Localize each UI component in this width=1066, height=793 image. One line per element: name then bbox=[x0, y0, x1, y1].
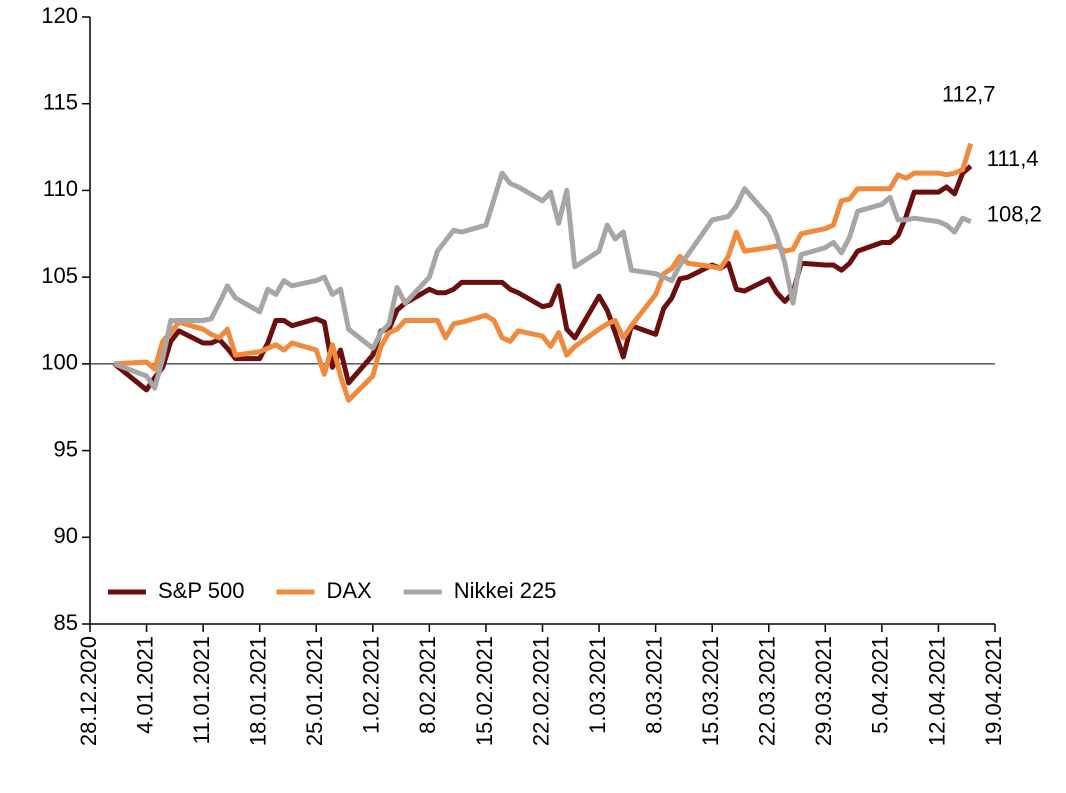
value-label: 112,7 bbox=[942, 81, 995, 106]
y-tick-label: 100 bbox=[41, 350, 78, 375]
y-tick-label: 95 bbox=[54, 436, 78, 461]
x-tick-label: 25.01.2021 bbox=[302, 636, 327, 746]
y-tick-label: 120 bbox=[41, 3, 78, 28]
x-tick-label: 8.02.2021 bbox=[415, 636, 440, 734]
y-tick-label: 85 bbox=[54, 610, 78, 635]
value-label: 108,2 bbox=[987, 201, 1042, 226]
x-tick-label: 19.04.2021 bbox=[981, 636, 1006, 746]
x-tick-label: 18.01.2021 bbox=[246, 636, 271, 746]
x-tick-label: 1.03.2021 bbox=[585, 636, 610, 734]
legend-label: DAX bbox=[326, 578, 372, 603]
x-tick-label: 22.02.2021 bbox=[528, 636, 553, 746]
x-tick-label: 22.03.2021 bbox=[755, 636, 780, 746]
y-tick-label: 90 bbox=[54, 523, 78, 548]
series-line bbox=[113, 170, 972, 391]
x-tick-label: 4.01.2021 bbox=[132, 636, 157, 734]
legend-label: S&P 500 bbox=[158, 578, 244, 603]
x-tick-label: 15.02.2021 bbox=[472, 636, 497, 746]
x-tick-label: 1.02.2021 bbox=[359, 636, 384, 734]
x-tick-label: 12.04.2021 bbox=[924, 636, 949, 746]
x-tick-label: 15.03.2021 bbox=[698, 636, 723, 746]
x-tick-label: 5.04.2021 bbox=[868, 636, 893, 734]
x-tick-label: 11.01.2021 bbox=[189, 636, 214, 744]
series-line bbox=[114, 142, 974, 403]
x-tick-label: 29.03.2021 bbox=[811, 636, 836, 746]
y-tick-label: 115 bbox=[43, 90, 78, 115]
series-line bbox=[112, 164, 973, 393]
y-tick-label: 105 bbox=[41, 263, 78, 288]
y-tick-label: 110 bbox=[43, 176, 78, 201]
x-tick-label: 8.03.2021 bbox=[641, 636, 666, 734]
x-tick-label: 28.12.2020 bbox=[76, 636, 101, 746]
legend-label: Nikkei 225 bbox=[454, 578, 557, 603]
value-label: 111,4 bbox=[987, 146, 1039, 171]
